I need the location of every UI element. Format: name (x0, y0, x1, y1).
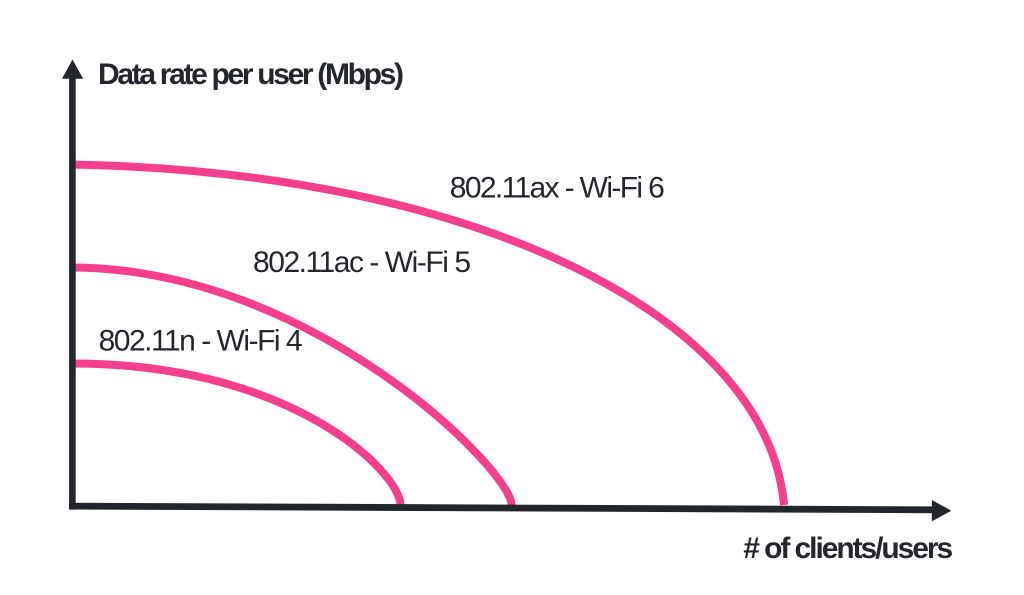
svg-text:802.11ax - Wi-Fi 6: 802.11ax - Wi-Fi 6 (450, 171, 665, 204)
svg-text:# of clients/users: # of clients/users (743, 532, 953, 565)
svg-text:Data rate per user (Mbps): Data rate per user (Mbps) (98, 58, 404, 91)
svg-text:802.11ac - Wi-Fi 5: 802.11ac - Wi-Fi 5 (253, 246, 471, 279)
svg-text:802.11n - Wi-Fi 4: 802.11n - Wi-Fi 4 (99, 325, 303, 358)
